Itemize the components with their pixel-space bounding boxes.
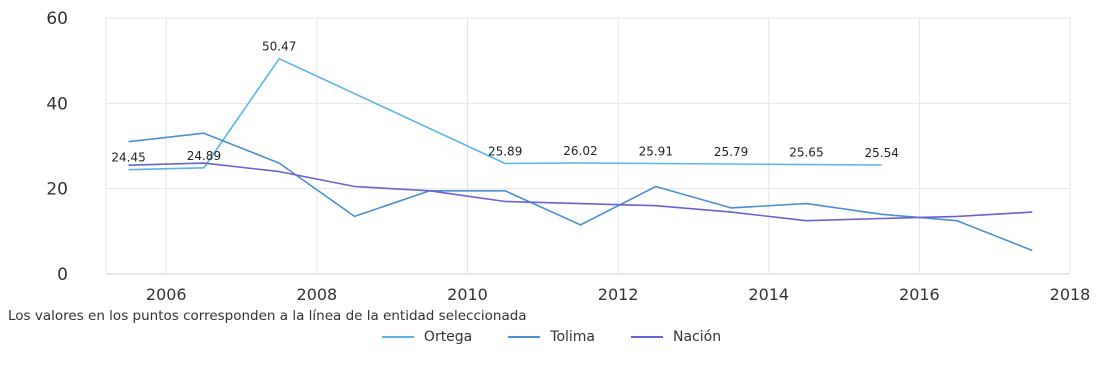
x-tick-label: 2016 bbox=[899, 285, 940, 300]
x-tick-label: 2010 bbox=[447, 285, 488, 300]
legend-label-nacion: Nación bbox=[673, 329, 722, 345]
x-tick-label: 2012 bbox=[598, 285, 639, 300]
legend-swatch-ortega bbox=[381, 336, 414, 338]
y-tick-label: 20 bbox=[46, 180, 68, 200]
legend-item-ortega[interactable]: Ortega bbox=[381, 329, 473, 345]
series-line-ortega[interactable] bbox=[128, 57, 882, 171]
legend-swatch-tolima bbox=[508, 336, 541, 338]
data-label: 25.91 bbox=[639, 144, 673, 158]
series-lines bbox=[128, 57, 1033, 252]
chart-note: Los valores en los puntos corresponden a… bbox=[8, 308, 527, 324]
grid bbox=[105, 17, 1071, 275]
data-label: 25.65 bbox=[789, 146, 823, 160]
legend: Ortega Tolima Nación bbox=[0, 329, 1103, 345]
x-tick-label: 2018 bbox=[1050, 285, 1091, 300]
legend-label-tolima: Tolima bbox=[550, 329, 595, 345]
series-line-nacin[interactable] bbox=[128, 162, 1033, 222]
line-chart: 0 20 40 60 2006 2008 2010 2012 2014 2016 2018 24.… bbox=[46, 9, 1090, 300]
x-tick-label: 2008 bbox=[297, 285, 338, 300]
y-tick-label: 0 bbox=[57, 265, 68, 285]
x-tick-label: 2006 bbox=[146, 285, 187, 300]
data-label: 26.02 bbox=[563, 144, 597, 158]
data-labels: 24.45 24.89 50.47 25.89 26.02 25.91 25.79 25.65… bbox=[111, 40, 898, 165]
data-label: 25.54 bbox=[865, 146, 899, 160]
x-tick-label: 2014 bbox=[748, 285, 789, 300]
y-tick-label: 40 bbox=[46, 94, 68, 114]
y-axis-ticks: 0 20 40 60 bbox=[46, 9, 68, 285]
data-label: 24.45 bbox=[111, 151, 145, 165]
series-line-tolima[interactable] bbox=[128, 132, 1033, 252]
data-label: 25.89 bbox=[488, 145, 522, 159]
legend-swatch-nacion bbox=[631, 336, 663, 338]
y-tick-label: 60 bbox=[46, 9, 68, 29]
data-label: 24.89 bbox=[187, 149, 221, 163]
x-axis-ticks: 2006 2008 2010 2012 2014 2016 2018 bbox=[146, 285, 1090, 300]
legend-label-ortega: Ortega bbox=[423, 329, 473, 345]
legend-item-tolima[interactable]: Tolima bbox=[508, 329, 595, 345]
data-label: 50.47 bbox=[262, 40, 296, 54]
legend-item-nacion[interactable]: Nación bbox=[631, 329, 721, 345]
data-label: 25.79 bbox=[714, 145, 748, 159]
